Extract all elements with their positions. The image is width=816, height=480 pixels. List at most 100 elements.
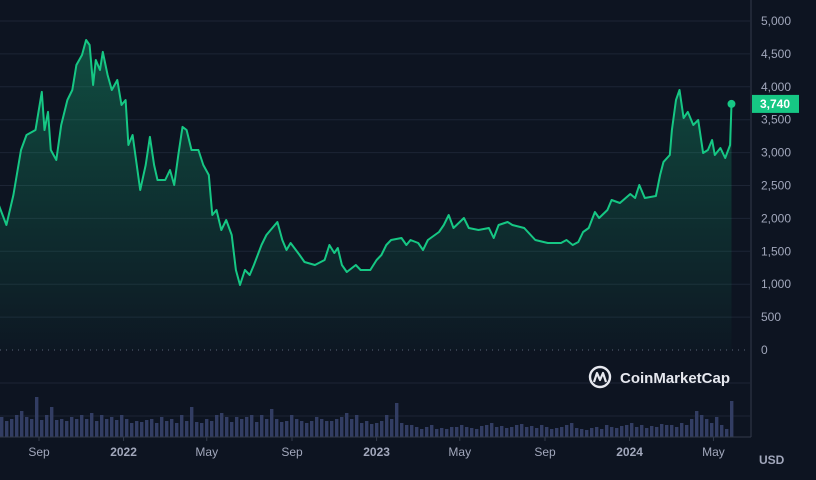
volume-bar <box>730 401 734 437</box>
volume-bar <box>310 421 314 437</box>
volume-bar <box>330 421 334 437</box>
volume-bar <box>325 421 329 437</box>
volume-bar <box>5 421 9 437</box>
current-price-badge: 3,740 <box>752 94 799 113</box>
volume-bar <box>545 427 549 437</box>
coinmarketcap-logo-icon <box>588 365 612 389</box>
volume-bar <box>110 417 114 437</box>
volume-bar <box>625 425 629 437</box>
volume-bar <box>465 427 469 437</box>
y-axis: 0 500 1,000 1,500 2,000 2,500 3,000 3,500 4,000 4… <box>761 14 791 357</box>
volume-bar <box>135 421 139 437</box>
volume-bar <box>90 413 94 437</box>
volume-bar <box>160 417 164 437</box>
volume-bar <box>445 429 449 437</box>
volume-bar <box>605 425 609 437</box>
volume-bar <box>95 421 99 437</box>
volume-bar <box>130 423 134 437</box>
volume-bar <box>435 429 439 437</box>
x-tick-label: Sep <box>281 445 303 459</box>
volume-bar <box>665 425 669 437</box>
volume-bar <box>570 423 574 437</box>
volume-bar <box>65 421 69 437</box>
volume-bar <box>655 427 659 437</box>
volume-bar <box>420 429 424 437</box>
volume-bar <box>685 425 689 437</box>
volume-bar <box>45 415 49 437</box>
volume-bar <box>245 417 249 437</box>
volume-bar <box>200 423 204 437</box>
volume-bar <box>610 427 614 437</box>
volume-bar <box>560 427 564 437</box>
volume-bar <box>150 419 154 437</box>
x-tick-label: May <box>195 445 218 459</box>
y-tick-label: 3,000 <box>761 146 791 160</box>
price-area <box>0 40 732 350</box>
volume-bar <box>715 417 719 437</box>
x-tick-label: May <box>702 445 725 459</box>
volume-bar <box>260 415 264 437</box>
volume-bar <box>315 417 319 437</box>
x-tick-label: 2022 <box>110 445 137 459</box>
volume-bar <box>120 415 124 437</box>
volume-bar <box>185 421 189 437</box>
volume-bar <box>590 428 594 437</box>
volume-bar <box>450 427 454 437</box>
volume-bar <box>460 425 464 437</box>
volume-bar <box>25 417 29 437</box>
volume-bar <box>440 428 444 437</box>
volume-bar <box>390 419 394 437</box>
volume-bar <box>140 422 144 437</box>
x-tick-label: 2023 <box>363 445 390 459</box>
volume-bar <box>470 428 474 437</box>
volume-bar <box>10 419 14 437</box>
y-tick-label: 2,500 <box>761 179 791 193</box>
y-tick-label: 3,500 <box>761 113 791 127</box>
volume-bar <box>580 429 584 437</box>
volume-bar <box>275 419 279 437</box>
volume-bar <box>505 428 509 437</box>
volume-bar <box>0 417 4 437</box>
y-tick-label: 1,500 <box>761 244 791 258</box>
volume-bar <box>475 429 479 437</box>
volume-bar <box>145 420 149 437</box>
volume-bar <box>280 422 284 437</box>
volume-bar <box>215 415 219 437</box>
volume-bar <box>205 419 209 437</box>
volume-bar <box>220 413 224 437</box>
volume-bar <box>250 415 254 437</box>
volume-bar <box>155 423 159 437</box>
volume-bar <box>600 429 604 437</box>
volume-bar <box>635 427 639 437</box>
volume-bar <box>535 428 539 437</box>
volume-bar <box>410 425 414 437</box>
volume-bar <box>75 419 79 437</box>
volume-bar <box>265 419 269 437</box>
volume-bar <box>585 430 589 437</box>
volume-bar <box>695 411 699 437</box>
volume-bar <box>385 415 389 437</box>
volume-bar <box>455 427 459 437</box>
volume-bar <box>705 419 709 437</box>
volume-bar <box>660 424 664 437</box>
volume-bar <box>540 425 544 437</box>
volume-bar <box>235 417 239 437</box>
volume-bar <box>480 426 484 437</box>
unit-label: USD <box>759 453 785 467</box>
price-line <box>0 39 733 286</box>
volume-bar <box>195 422 199 437</box>
x-tick-label: 2024 <box>616 445 643 459</box>
volume-bar <box>495 427 499 437</box>
volume-bar <box>60 419 64 437</box>
volume-bar <box>725 429 729 437</box>
coinmarketcap-logo: CoinMarketCap <box>588 365 730 389</box>
volume-bar <box>285 421 289 437</box>
volume-bar <box>290 415 294 437</box>
volume-bar <box>500 426 504 437</box>
volume-bar <box>240 419 244 437</box>
volume-bars <box>0 397 734 437</box>
volume-bar <box>190 407 194 437</box>
volume-bar <box>170 419 174 437</box>
volume-bar <box>645 428 649 437</box>
